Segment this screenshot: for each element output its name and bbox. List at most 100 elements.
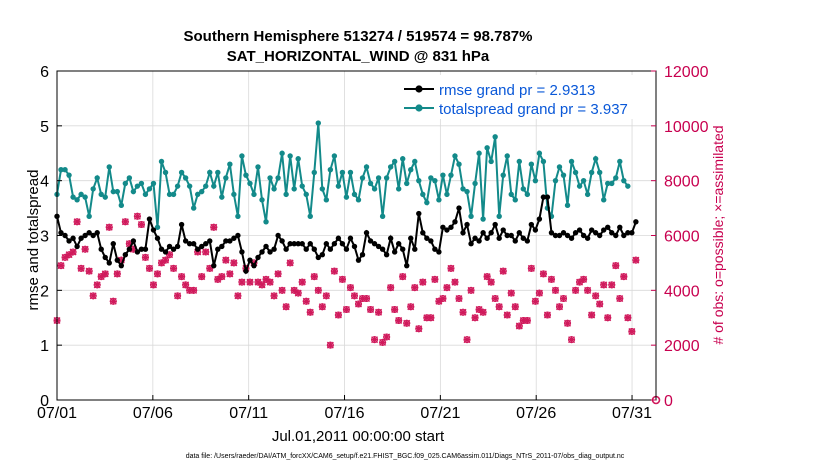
obs-assimilated-marker <box>93 281 101 289</box>
totalspread-point <box>496 213 502 220</box>
y2-axis-label: # of obs: o=possible; ×=assimilated <box>710 125 726 344</box>
rmse-point <box>70 235 76 241</box>
obs-assimilated-marker <box>354 300 362 308</box>
totalspread-point <box>424 199 430 206</box>
obs-assimilated-marker <box>604 314 612 322</box>
totalspread-point <box>311 169 317 176</box>
rmse-point <box>609 230 615 236</box>
obs-assimilated-marker <box>149 281 157 289</box>
totalspread-point <box>295 156 301 162</box>
rmse-point <box>504 232 510 239</box>
obs-assimilated-marker <box>616 295 624 303</box>
totalspread-point <box>86 213 92 220</box>
totalspread-point <box>207 169 213 176</box>
rmse-point <box>150 227 157 233</box>
obs-assimilated-marker <box>584 286 592 294</box>
obs-assimilated-marker <box>318 303 326 311</box>
rmse-point <box>170 246 177 252</box>
totalspread-point <box>355 197 362 203</box>
obs-assimilated-marker <box>326 341 334 349</box>
totalspread-point <box>271 186 277 192</box>
totalspread-point <box>299 183 305 189</box>
rmse-point <box>408 235 414 241</box>
obs-assimilated-marker <box>214 275 222 283</box>
rmse-point <box>154 235 161 241</box>
totalspread-point <box>588 169 595 176</box>
rmse-point <box>528 221 535 228</box>
rmse-point <box>106 260 112 266</box>
obs-assimilated-marker <box>487 278 495 286</box>
obs-assimilated-marker <box>620 273 628 281</box>
rmse-point <box>291 241 297 247</box>
rmse-point <box>130 238 137 244</box>
totalspread-point <box>134 183 141 189</box>
rmse-point <box>243 268 249 274</box>
obs-assimilated-marker <box>471 314 479 322</box>
rmse-point <box>303 246 309 252</box>
totalspread-point <box>231 191 237 198</box>
obs-assimilated-marker <box>198 273 206 281</box>
totalspread-point <box>255 164 261 170</box>
rmse-point <box>613 232 619 239</box>
obs-assimilated-marker <box>367 306 375 314</box>
obs-assimilated-marker <box>555 303 563 311</box>
totalspread-point <box>279 150 285 156</box>
obs-assimilated-marker <box>322 292 330 300</box>
totalspread-point <box>400 156 406 162</box>
totalspread-point <box>456 161 462 167</box>
y-tick-label: 5 <box>40 119 49 136</box>
rmse-point <box>484 235 490 241</box>
totalspread-point <box>375 175 382 181</box>
obs-assimilated-marker <box>459 308 467 316</box>
rmse-point <box>416 210 422 217</box>
rmse-point <box>629 230 635 236</box>
totalspread-point <box>580 177 587 184</box>
obs-assimilated-marker <box>608 281 616 289</box>
obs-assimilated-marker <box>230 259 238 267</box>
rmse-point <box>424 235 430 241</box>
obs-assimilated-marker <box>158 259 166 267</box>
obs-assimilated-marker <box>218 273 226 281</box>
obs-assimilated-marker <box>254 278 262 286</box>
obs-assimilated-marker <box>551 286 559 294</box>
totalspread-point <box>444 191 450 198</box>
y-tick-label: 1 <box>40 338 49 355</box>
obs-assimilated-marker <box>294 289 302 297</box>
rmse-point <box>448 224 454 230</box>
rmse-point <box>114 257 120 263</box>
totalspread-point <box>428 175 434 181</box>
obs-assimilated-marker <box>580 275 588 283</box>
totalspread-point <box>78 191 84 198</box>
obs-assimilated-marker <box>145 264 153 272</box>
obs-assimilated-marker <box>57 262 65 270</box>
obs-assimilated-marker <box>451 278 459 286</box>
legend-spread-marker <box>415 104 423 112</box>
totalspread-point <box>263 219 269 225</box>
obs-assimilated-marker <box>539 270 547 278</box>
totalspread-point <box>347 169 354 176</box>
obs-assimilated-marker <box>234 292 242 300</box>
legend-box <box>396 75 650 119</box>
totalspread-point <box>259 197 265 203</box>
obs-assimilated-marker <box>407 303 415 311</box>
totalspread-point <box>625 183 631 189</box>
totalspread-point <box>215 169 221 176</box>
totalspread-point <box>564 202 571 209</box>
obs-assimilated-marker <box>129 245 137 253</box>
rmse-point <box>239 249 245 255</box>
totalspread-point <box>596 169 603 176</box>
x-tick-label: 07/26 <box>516 405 556 422</box>
rmse-point <box>492 221 498 228</box>
obs-assimilated-marker <box>491 295 499 303</box>
rmse-point <box>74 243 80 250</box>
obs-assimilated-marker <box>455 295 463 303</box>
rmse-point <box>82 232 88 239</box>
obs-assimilated-marker <box>371 336 379 344</box>
rmse-point <box>263 243 269 250</box>
totalspread-point <box>512 197 518 203</box>
obs-assimilated-marker <box>431 275 439 283</box>
obs-assimilated-marker <box>174 292 182 300</box>
obs-assimilated-marker <box>306 308 314 316</box>
obs-assimilated-marker <box>105 223 113 231</box>
